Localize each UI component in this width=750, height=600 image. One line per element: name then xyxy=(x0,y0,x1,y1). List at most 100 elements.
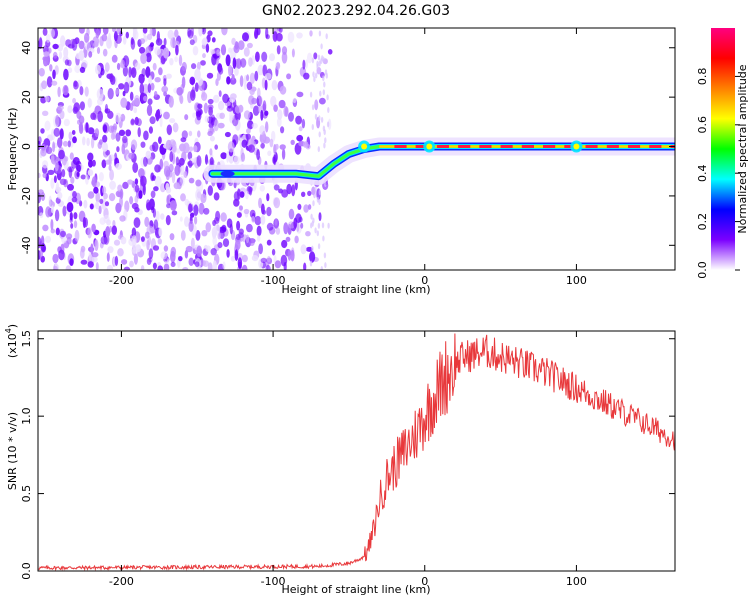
noise-cell xyxy=(257,64,264,76)
noise-cell xyxy=(240,152,246,162)
noise-cell xyxy=(311,104,315,111)
noise-cell xyxy=(213,94,220,103)
x-tick-label: 0 xyxy=(421,274,428,287)
noise-cell xyxy=(218,66,224,75)
noise-cell xyxy=(75,52,81,60)
noise-cell xyxy=(262,209,266,215)
noise-cell xyxy=(69,258,74,266)
noise-cell xyxy=(301,191,306,197)
noise-cell xyxy=(324,137,327,144)
noise-cell xyxy=(42,224,49,232)
noise-cell xyxy=(187,151,193,160)
noise-cell xyxy=(84,86,89,97)
spectrogram-frame xyxy=(37,27,676,271)
noise-cell xyxy=(39,212,44,219)
noise-cell xyxy=(135,244,141,253)
noise-cell xyxy=(162,47,170,59)
colorbar: 0.0 0.2 0.4 0.6 0.8 Normalized spectral ampl… xyxy=(696,28,749,279)
noise-cell xyxy=(121,59,125,68)
noise-cell xyxy=(140,236,145,242)
spectrogram-ticks: -200 -100 0 100 40 20 0 -20 -40 xyxy=(20,28,675,287)
noise-cell xyxy=(106,252,110,262)
noise-cell xyxy=(106,37,112,49)
noise-cell xyxy=(322,235,325,242)
noise-cell xyxy=(180,193,186,202)
noise-cell xyxy=(143,156,148,167)
noise-cell xyxy=(326,121,330,128)
noise-cell xyxy=(65,265,72,270)
noise-cell xyxy=(309,30,313,37)
noise-cell xyxy=(318,30,322,37)
noise-cell xyxy=(220,212,227,222)
ridge-spot-core xyxy=(573,143,580,150)
noise-cell xyxy=(184,216,190,227)
noise-cell xyxy=(39,249,43,258)
noise-cell xyxy=(42,28,48,36)
noise-cell xyxy=(156,108,161,119)
noise-cell xyxy=(149,116,156,125)
noise-cell xyxy=(87,261,94,268)
noise-cell xyxy=(275,143,279,150)
noise-cell xyxy=(311,57,315,64)
noise-cell xyxy=(95,191,100,203)
noise-cell xyxy=(165,182,170,191)
noise-cell xyxy=(58,149,65,160)
noise-cell xyxy=(115,88,119,95)
noise-cell xyxy=(38,172,41,179)
noise-cell xyxy=(97,141,103,149)
noise-cell xyxy=(317,54,321,61)
noise-cell xyxy=(58,249,65,261)
noise-cell xyxy=(175,44,179,56)
noise-cell xyxy=(82,136,86,146)
noise-cell xyxy=(73,81,79,90)
noise-cell xyxy=(71,38,78,51)
noise-cell xyxy=(72,191,77,198)
noise-cell xyxy=(87,97,92,109)
noise-cell xyxy=(302,141,309,148)
noise-cell xyxy=(61,169,66,178)
noise-cell xyxy=(94,239,99,252)
noise-cell xyxy=(113,239,121,246)
noise-cell xyxy=(104,62,110,73)
noise-cell xyxy=(203,102,208,114)
noise-cell xyxy=(178,157,185,166)
noise-cell xyxy=(249,88,255,96)
noise-cell xyxy=(217,122,225,129)
noise-cell xyxy=(72,157,80,165)
x-tick-label: -100 xyxy=(261,575,286,588)
noise-cell xyxy=(142,28,148,34)
noise-cell xyxy=(52,43,59,50)
noise-cell xyxy=(96,88,104,101)
noise-cell xyxy=(321,222,325,229)
noise-cell xyxy=(208,122,214,129)
noise-cell xyxy=(272,156,276,164)
noise-cell xyxy=(276,62,280,69)
noise-cell xyxy=(52,51,58,59)
noise-cell xyxy=(318,115,321,122)
noise-cell xyxy=(45,206,51,218)
noise-cell xyxy=(59,178,67,185)
noise-cell xyxy=(108,154,112,167)
noise-cell xyxy=(215,78,219,86)
noise-cell xyxy=(103,214,110,224)
noise-cell xyxy=(313,52,318,60)
noise-cell xyxy=(269,53,275,62)
noise-cell xyxy=(79,101,85,111)
noise-cell xyxy=(122,135,128,144)
noise-cell xyxy=(42,160,49,169)
noise-cell xyxy=(201,230,208,237)
noise-cell xyxy=(38,192,42,204)
noise-cell xyxy=(196,110,202,121)
noise-cell xyxy=(197,77,203,86)
noise-cell xyxy=(249,72,255,85)
noise-cell xyxy=(79,66,86,73)
noise-cell xyxy=(160,251,168,260)
noise-cell xyxy=(73,212,78,220)
snr-multiplier: (x104) xyxy=(4,324,19,358)
noise-cell xyxy=(154,46,162,56)
noise-cell xyxy=(152,208,156,218)
noise-cell xyxy=(168,163,174,173)
noise-cell xyxy=(128,66,132,78)
noise-cell xyxy=(200,60,206,66)
noise-cell xyxy=(194,82,199,92)
